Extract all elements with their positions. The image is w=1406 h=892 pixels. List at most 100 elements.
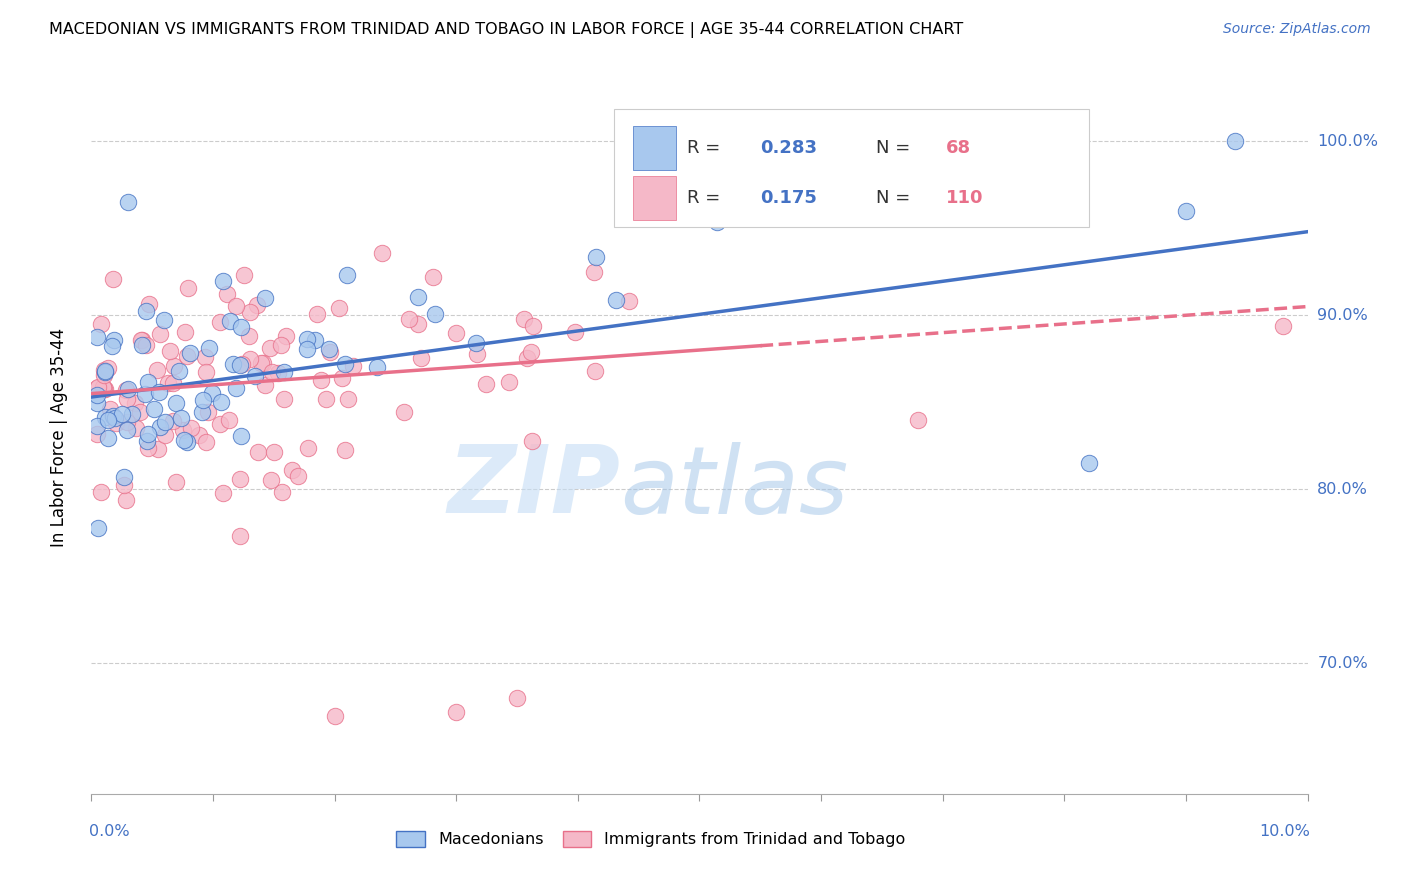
Point: [231, 429, 253, 443]
Point: [619, 293, 641, 308]
Point: [252, 356, 274, 370]
Point: [142, 402, 165, 417]
Point: [115, 383, 138, 397]
Point: [465, 335, 488, 350]
Point: [254, 292, 277, 306]
Point: [274, 328, 297, 343]
Point: [100, 402, 122, 417]
Point: [522, 319, 544, 334]
Text: 0.0%: 0.0%: [89, 824, 129, 839]
Point: [93, 368, 115, 383]
Point: [250, 355, 273, 369]
Point: [90, 485, 112, 500]
Point: [243, 368, 266, 383]
Point: [229, 358, 252, 372]
Point: [260, 365, 283, 379]
Point: [87, 380, 110, 394]
Point: [238, 328, 260, 343]
Point: [180, 421, 202, 435]
Point: [239, 305, 262, 319]
FancyBboxPatch shape: [633, 126, 676, 170]
Point: [222, 357, 245, 371]
Point: [295, 332, 318, 346]
Point: [117, 383, 139, 397]
Point: [86, 427, 108, 442]
Point: [212, 274, 235, 288]
Text: N =: N =: [876, 189, 915, 207]
Point: [163, 359, 186, 374]
Point: [585, 250, 607, 264]
Point: [197, 404, 219, 418]
Point: [342, 359, 364, 373]
Point: [319, 345, 342, 359]
Legend: Macedonians, Immigrants from Trinidad and Tobago: Macedonians, Immigrants from Trinidad an…: [389, 825, 911, 854]
Point: [212, 485, 235, 500]
Point: [323, 708, 346, 723]
Point: [86, 419, 108, 434]
Text: R =: R =: [688, 189, 727, 207]
Point: [105, 416, 128, 430]
Point: [191, 405, 214, 419]
Point: [159, 344, 181, 359]
Point: [270, 338, 292, 352]
Point: [136, 441, 159, 455]
Point: [706, 215, 728, 229]
Point: [520, 434, 543, 448]
Point: [254, 378, 277, 392]
Point: [305, 308, 328, 322]
Point: [398, 312, 420, 326]
Point: [225, 299, 247, 313]
Point: [170, 410, 193, 425]
Text: 90.0%: 90.0%: [1317, 308, 1368, 323]
Point: [101, 272, 124, 286]
Point: [162, 376, 184, 391]
Point: [131, 338, 153, 352]
Point: [117, 195, 139, 210]
Point: [177, 281, 200, 295]
Point: [337, 392, 360, 406]
Point: [176, 434, 198, 449]
Point: [201, 386, 224, 401]
Point: [149, 419, 172, 434]
Point: [498, 376, 520, 390]
Point: [304, 333, 326, 347]
Point: [148, 326, 170, 341]
Point: [156, 376, 179, 391]
Text: 0.283: 0.283: [761, 139, 817, 157]
Y-axis label: In Labor Force | Age 35-44: In Labor Force | Age 35-44: [49, 327, 67, 547]
Point: [318, 342, 340, 356]
Point: [315, 392, 337, 406]
Point: [148, 384, 170, 399]
Text: Source: ZipAtlas.com: Source: ZipAtlas.com: [1223, 22, 1371, 37]
Point: [516, 351, 538, 366]
Point: [231, 357, 253, 371]
Point: [165, 396, 187, 410]
Point: [191, 393, 214, 408]
Point: [93, 382, 115, 396]
Point: [121, 407, 143, 421]
Point: [194, 350, 217, 364]
Point: [582, 265, 605, 279]
Point: [371, 246, 394, 260]
Point: [239, 352, 262, 367]
Point: [93, 363, 115, 377]
Point: [86, 330, 108, 344]
Point: [409, 351, 432, 365]
Point: [162, 414, 184, 428]
Point: [1223, 134, 1246, 148]
Point: [520, 345, 543, 359]
Point: [406, 318, 429, 332]
Point: [246, 445, 269, 459]
Text: 100.0%: 100.0%: [1317, 134, 1378, 149]
Point: [135, 338, 157, 352]
Point: [165, 475, 187, 489]
Point: [115, 423, 138, 437]
Point: [101, 409, 124, 423]
Point: [233, 268, 256, 283]
Point: [136, 375, 159, 389]
Point: [208, 417, 231, 432]
Point: [135, 304, 157, 318]
Point: [135, 434, 157, 449]
Text: 0.175: 0.175: [761, 189, 817, 207]
FancyBboxPatch shape: [633, 176, 676, 220]
